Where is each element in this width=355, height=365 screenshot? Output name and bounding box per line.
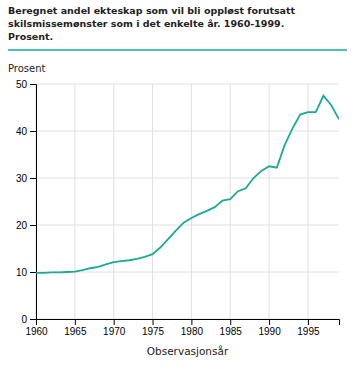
y-tick: 0 <box>21 314 36 325</box>
chart: Beregnet andel ekteskap som vil bli oppl… <box>0 0 355 365</box>
y-tick-mark <box>30 131 36 132</box>
y-tick: 10 <box>16 267 36 278</box>
x-tick-label: 1960 <box>25 326 48 337</box>
y-tick-label: 20 <box>16 220 28 231</box>
title-rule <box>8 49 347 51</box>
y-grid-line <box>36 225 339 226</box>
y-tick-label: 0 <box>21 314 27 325</box>
x-tick: 1960 <box>25 319 48 337</box>
x-axis-line <box>37 320 340 326</box>
x-tick: 1995 <box>297 319 320 337</box>
x-grid-line <box>307 84 308 319</box>
marks <box>36 96 339 273</box>
y-tick: 40 <box>16 126 36 137</box>
x-tick-label: 1985 <box>220 326 243 337</box>
x-tick: 1990 <box>258 319 281 337</box>
x-grid-line <box>191 84 192 319</box>
grid <box>36 84 339 319</box>
y-tick-label: 10 <box>16 267 28 278</box>
x-axis: 1960 1965 1970 1975 1980 1985 1990 1995 <box>25 319 339 337</box>
x-tick-mark <box>269 319 270 325</box>
plot: 1960 1965 1970 1975 1980 1985 1990 1995 0 10 20 30 4… <box>16 79 340 337</box>
y-grid-line <box>36 272 339 273</box>
y-tick-mark <box>30 84 36 85</box>
x-tick-label: 1980 <box>181 326 204 337</box>
x-tick: 1975 <box>142 319 165 337</box>
y-tick: 50 <box>16 79 36 90</box>
y-grid-line <box>36 178 339 179</box>
x-tick-mark <box>308 319 309 325</box>
x-tick-label: 1995 <box>297 326 320 337</box>
y-grid-line <box>36 131 339 132</box>
y-tick-mark <box>30 178 36 179</box>
x-tick-label: 1990 <box>258 326 281 337</box>
x-tick: 1965 <box>64 319 87 337</box>
title: skilsmissemønster som i det enkelte år. … <box>8 18 284 29</box>
x-tick-label: 1975 <box>142 326 165 337</box>
y-tick-mark <box>30 225 36 226</box>
y-grid-line <box>36 84 339 85</box>
y-tick: 20 <box>16 220 36 231</box>
x-grid-line <box>269 84 270 319</box>
x-grid-line <box>230 84 231 319</box>
x-tick-label: 1965 <box>64 326 87 337</box>
y-axis-label: Prosent <box>8 63 46 74</box>
y-tick: 30 <box>16 173 36 184</box>
y-tick-label: 30 <box>16 173 28 184</box>
y-axis: 0 10 20 30 40 50 <box>16 79 37 325</box>
y-axis-line <box>30 85 37 320</box>
x-tick-mark <box>75 319 76 325</box>
y-tick-label: 40 <box>16 126 28 137</box>
x-tick-mark <box>114 319 115 325</box>
x-axis-label: Observasjonsår <box>147 345 229 357</box>
x-tick-mark <box>153 319 154 325</box>
x-tick-mark <box>230 319 231 325</box>
title-group: Beregnet andel ekteskap som vil bli oppl… <box>8 5 296 42</box>
x-tick: 1970 <box>103 319 126 337</box>
y-tick-mark <box>30 319 36 320</box>
y-tick-label: 50 <box>16 79 28 90</box>
x-tick-mark <box>191 319 192 325</box>
x-tick: 1980 <box>181 319 204 337</box>
title: Prosent. <box>8 31 53 42</box>
title: Beregnet andel ekteskap som vil bli oppl… <box>8 5 296 16</box>
x-tick-label: 1970 <box>103 326 126 337</box>
x-grid-line <box>113 84 114 319</box>
line <box>36 96 339 273</box>
x-tick: 1985 <box>220 319 243 337</box>
y-tick-mark <box>30 272 36 273</box>
x-grid-line <box>152 84 153 319</box>
x-grid-line <box>74 84 75 319</box>
